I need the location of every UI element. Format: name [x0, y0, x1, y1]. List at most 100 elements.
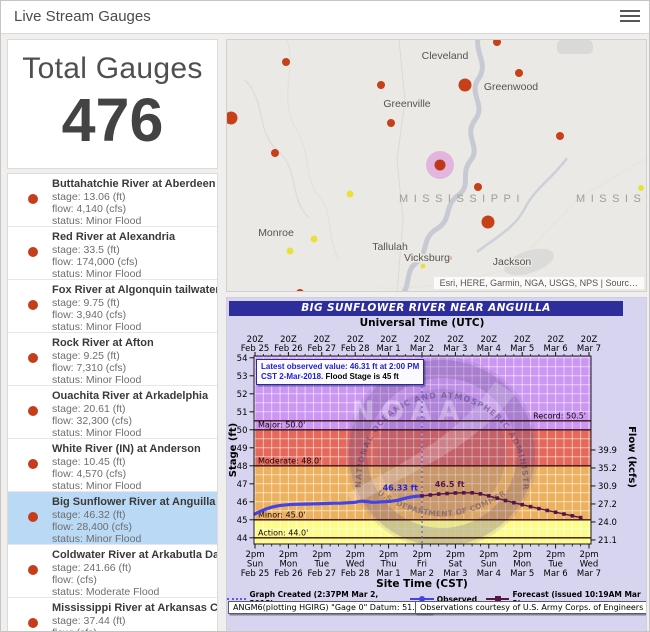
svg-text:20Z: 20Z — [347, 335, 364, 345]
svg-text:39.9: 39.9 — [598, 446, 617, 456]
flood-line-label: Moderate: 48.0' — [258, 456, 321, 465]
gauge-map-dot[interactable] — [310, 235, 318, 243]
svg-text:2pm: 2pm — [513, 550, 532, 560]
gauge-map-dot[interactable] — [556, 132, 564, 140]
gauge-status-dot — [28, 300, 38, 310]
svg-text:Sun: Sun — [481, 560, 497, 570]
svg-text:Mar 2: Mar 2 — [410, 344, 434, 354]
gauge-list-item[interactable]: Fox River at Algonquin tailwater stage: 9… — [8, 280, 217, 333]
gauge-name: Rock River at Afton — [52, 337, 154, 349]
gauge-list-item[interactable]: White River (IN) at Anderson stage: 10.45… — [8, 439, 217, 492]
svg-text:Feb 26: Feb 26 — [274, 569, 303, 579]
total-gauges-count: 476 — [61, 86, 164, 154]
svg-text:Mar 6: Mar 6 — [544, 344, 568, 354]
site-axis-title: Site Time (CST) — [376, 578, 468, 590]
svg-text:21.1: 21.1 — [598, 536, 617, 546]
gauge-status: status: Minor Flood — [52, 532, 142, 545]
svg-text:20Z: 20Z — [447, 335, 464, 345]
gauge-list-item[interactable]: Mississippi River at Arkansas City stage:… — [8, 598, 217, 631]
gauge-list-item[interactable]: Rock River at Afton stage: 9.25 (ft) flow:… — [8, 333, 217, 386]
svg-text:Feb 25: Feb 25 — [241, 344, 270, 354]
svg-text:Tue: Tue — [314, 560, 330, 570]
gauge-map-dot[interactable] — [282, 58, 290, 66]
gauge-map-dot[interactable] — [444, 254, 452, 262]
svg-text:Mar 7: Mar 7 — [577, 569, 601, 579]
gauge-map-dot[interactable] — [474, 183, 482, 191]
gauge-list-item[interactable]: Ouachita River at Arkadelphia stage: 20.6… — [8, 386, 217, 439]
gauge-map-dot[interactable] — [493, 40, 501, 46]
svg-text:49: 49 — [237, 444, 248, 454]
map-panel[interactable]: MISSISSIPPI MISSISSIPPI Cleveland Greenvill… — [226, 39, 647, 292]
map-city-label: Greenville — [383, 98, 430, 110]
gauge-map-dot[interactable] — [638, 185, 644, 191]
gauge-map-dot[interactable] — [227, 111, 238, 125]
gauge-list-item[interactable]: Coldwater River at Arkabutla Dam stage: 2… — [8, 545, 217, 598]
gauge-map-dot[interactable] — [420, 263, 426, 269]
svg-text:2pm: 2pm — [579, 550, 598, 560]
gauge-list-item[interactable]: Buttahatchie River at Aberdeen stage: 13.… — [8, 174, 217, 227]
svg-text:Mar 4: Mar 4 — [477, 569, 501, 579]
gauge-map-dot[interactable] — [377, 81, 385, 89]
map-city-label: Monroe — [258, 227, 294, 239]
selected-gauge-dot[interactable] — [434, 159, 446, 171]
hydrograph-panel: BIG SUNFLOWER RIVER NEAR ANGUILLA Univer… — [226, 297, 647, 631]
svg-text:48: 48 — [237, 462, 248, 472]
hamburger-menu-icon[interactable] — [620, 10, 640, 24]
gauge-map-dot[interactable] — [271, 149, 279, 157]
svg-text:20Z: 20Z — [480, 335, 497, 345]
gauge-map-dot[interactable] — [481, 215, 495, 229]
hydrograph-chart: NATIONAL OCEANIC AND ATMOSPHERIC ADMINIS… — [228, 335, 637, 579]
svg-text:20Z: 20Z — [514, 335, 531, 345]
observed-series — [253, 494, 424, 516]
gauge-status-dot — [28, 406, 38, 416]
map-city-label: Jackson — [493, 256, 532, 268]
gauge-list-item[interactable]: Red River at Alexandria stage: 33.5 (ft) f… — [8, 227, 217, 280]
gauge-status-dot — [28, 512, 38, 522]
svg-text:Feb 27: Feb 27 — [308, 569, 337, 579]
gauge-map-dot[interactable] — [458, 78, 472, 92]
gauge-list-item[interactable]: Big Sunflower River at Anguilla stage: 46… — [8, 492, 217, 545]
svg-text:Feb 26: Feb 26 — [274, 344, 303, 354]
svg-text:2pm: 2pm — [379, 550, 398, 560]
svg-text:Wed: Wed — [580, 560, 599, 570]
gauge-stage: stage: 10.45 (ft) — [52, 455, 126, 468]
gauge-flow: flow: (cfs) — [52, 573, 97, 586]
svg-text:2pm: 2pm — [412, 550, 431, 560]
svg-text:Feb 27: Feb 27 — [308, 344, 337, 354]
gauge-flow: flow: 3,940 (cfs) — [52, 308, 127, 321]
gauge-status-dot — [28, 459, 38, 469]
gauge-stage: stage: 13.06 (ft) — [52, 190, 126, 203]
gauge-map-dot[interactable] — [387, 119, 395, 127]
gauge-name: Fox River at Algonquin tailwater — [52, 284, 217, 296]
stream-line — [244, 79, 310, 219]
gauge-map-dot[interactable] — [286, 247, 294, 255]
latest-observed-annotation: Latest observed value: 46.31 ft at 2:00 … — [256, 359, 425, 385]
state-label: MISSISSIPPI — [576, 193, 647, 205]
gauge-map-dot[interactable] — [296, 289, 304, 292]
gauge-stage: stage: 37.44 (ft) — [52, 614, 126, 627]
svg-text:Mar 3: Mar 3 — [443, 569, 467, 579]
gauge-map-dot[interactable] — [515, 69, 523, 77]
svg-text:47: 47 — [237, 480, 248, 490]
svg-text:Fri: Fri — [417, 560, 427, 570]
gauge-map-dot[interactable] — [346, 190, 354, 198]
mississippi-river — [401, 40, 485, 291]
point-value-label: 46.5 ft — [435, 480, 465, 489]
gauges-map[interactable]: MISSISSIPPI MISSISSIPPI Cleveland Greenvill… — [227, 40, 647, 292]
svg-text:Mon: Mon — [513, 560, 531, 570]
flood-line-label: Minor: 45.0' — [258, 510, 306, 519]
gauge-list[interactable]: Buttahatchie River at Aberdeen stage: 13.… — [7, 173, 218, 631]
observations-credit-box: Observations courtesy of U.S. Army Corps… — [415, 601, 646, 614]
gauge-status: status: Minor Flood — [52, 426, 142, 439]
svg-text:53: 53 — [237, 372, 248, 382]
svg-text:2pm: 2pm — [312, 550, 331, 560]
svg-text:54: 54 — [237, 354, 248, 364]
gauge-flow: flow: 7,310 (cfs) — [52, 361, 127, 374]
gauge-stage: stage: 9.25 (ft) — [52, 349, 120, 362]
flood-line-label: Record: 50.5' — [533, 411, 586, 420]
svg-text:Mar 5: Mar 5 — [510, 344, 534, 354]
svg-text:20Z: 20Z — [247, 335, 264, 345]
annotation-line1: Latest observed value: 46.31 ft at 2:00 … — [261, 362, 420, 371]
svg-text:20Z: 20Z — [380, 335, 397, 345]
gauge-status: status: Moderate Flood — [52, 585, 160, 598]
